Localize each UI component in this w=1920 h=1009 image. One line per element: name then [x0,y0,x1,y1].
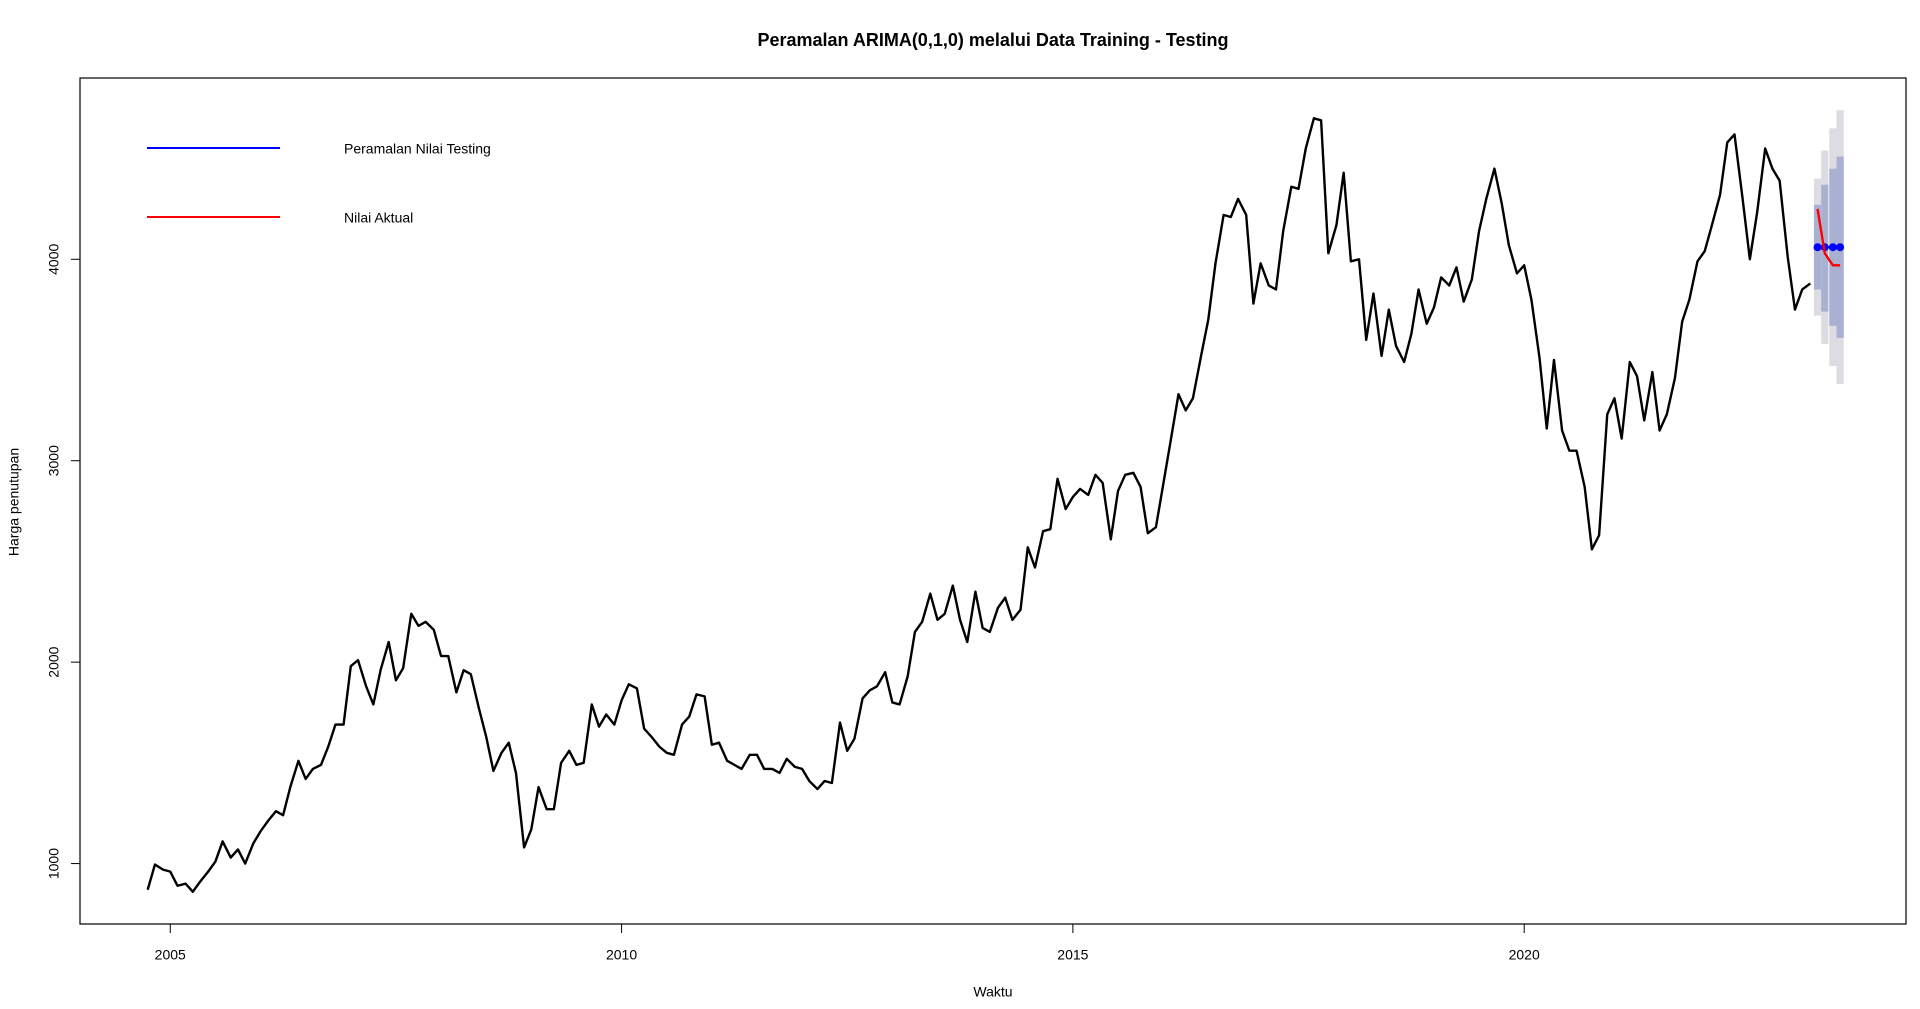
y-tick-label: 1000 [46,848,62,879]
plot-frame [79,77,1907,925]
legend-label: Peramalan Nilai Testing [344,141,491,157]
x-tick-label: 2015 [1057,947,1088,963]
x-axis-label: Waktu [973,984,1012,1000]
legend-label: Nilai Aktual [344,210,413,226]
y-axis-label: Harga penutupan [6,448,22,556]
forecast-point [1836,243,1845,252]
x-tick-label: 2010 [606,947,637,963]
forecast-point [1828,243,1837,252]
y-tick-label: 3000 [46,445,62,476]
y-tick-label: 4000 [46,244,62,275]
series-line [146,117,1812,893]
y-tick-label: 2000 [46,646,62,677]
series-line [1816,208,1841,267]
x-tick-label: 2020 [1509,947,1540,963]
chart-title: Peramalan ARIMA(0,1,0) melalui Data Trai… [757,30,1228,50]
x-tick-label: 2005 [155,947,186,963]
forecast-point [1813,243,1822,252]
